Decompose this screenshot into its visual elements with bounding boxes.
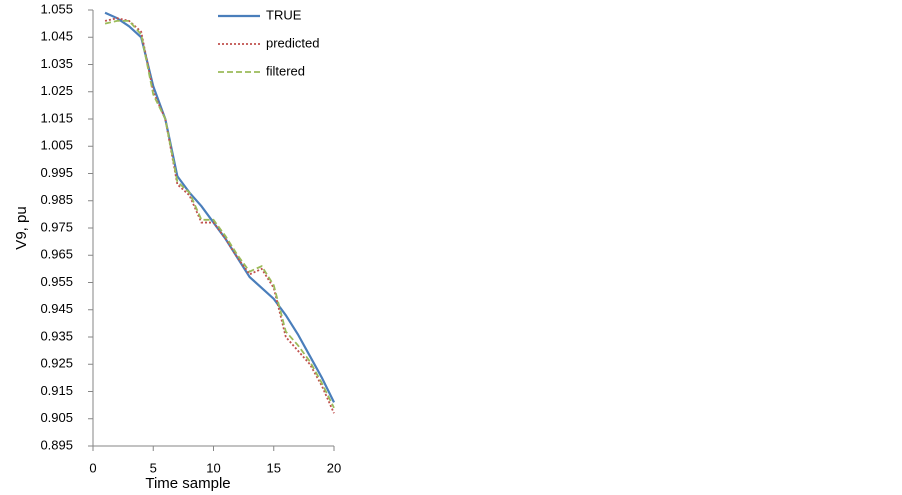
x-tick-label: 5 — [150, 460, 157, 475]
y-tick-label: 0.895 — [40, 437, 73, 452]
x-tick-label: 10 — [206, 460, 220, 475]
y-tick-label: 1.025 — [40, 83, 73, 98]
y-tick-label: 1.005 — [40, 138, 73, 153]
y-tick-label: 0.995 — [40, 165, 73, 180]
y-tick-label: 0.935 — [40, 328, 73, 343]
y-tick-label: 1.035 — [40, 56, 73, 71]
y-tick-label: 1.055 — [40, 1, 73, 16]
series-line — [104, 20, 335, 409]
series-line — [104, 17, 335, 414]
x-axis-label: Time sample — [145, 475, 230, 492]
x-tick-label: 20 — [327, 460, 341, 475]
y-tick-label: 0.965 — [40, 247, 73, 262]
y-axis-label: V9, pu — [13, 206, 30, 249]
legend-label: predicted — [266, 35, 319, 50]
y-tick-label: 0.905 — [40, 410, 73, 425]
legend-label: filtered — [266, 63, 305, 78]
series-line — [104, 11, 335, 403]
y-tick-label: 0.955 — [40, 274, 73, 289]
x-tick-label: 15 — [267, 460, 281, 475]
y-tick-label: 0.915 — [40, 383, 73, 398]
y-tick-label: 0.975 — [40, 219, 73, 234]
y-tick-label: 1.015 — [40, 110, 73, 125]
y-tick-label: 0.985 — [40, 192, 73, 207]
legend-label: TRUE — [266, 7, 302, 22]
x-tick-label: 0 — [89, 460, 96, 475]
y-tick-label: 0.945 — [40, 301, 73, 316]
y-tick-label: 0.925 — [40, 356, 73, 371]
y-tick-label: 1.045 — [40, 29, 73, 44]
